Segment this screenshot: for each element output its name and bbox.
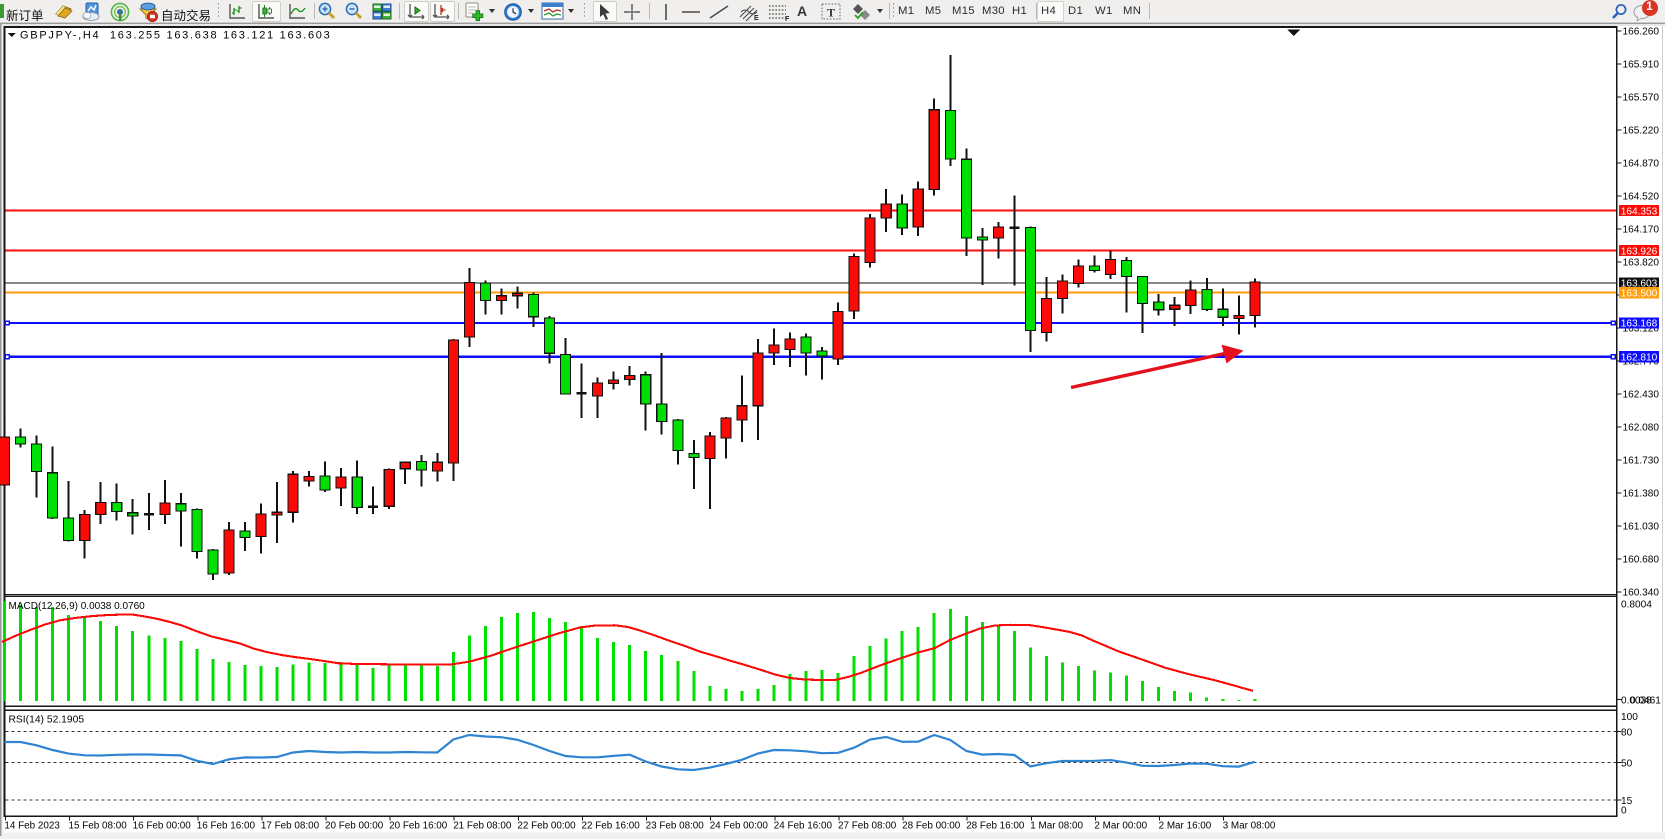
svg-text:2 Mar 00:00: 2 Mar 00:00 bbox=[1094, 821, 1147, 832]
svg-text:14 Feb 2023: 14 Feb 2023 bbox=[4, 821, 60, 832]
svg-text:100: 100 bbox=[1621, 712, 1638, 723]
svg-text:17 Feb 08:00: 17 Feb 08:00 bbox=[261, 821, 320, 832]
svg-text:RSI(14) 52.1905: RSI(14) 52.1905 bbox=[9, 715, 85, 726]
svg-text:E: E bbox=[754, 15, 759, 22]
svg-text:16 Feb 16:00: 16 Feb 16:00 bbox=[197, 821, 256, 832]
svg-text:3 Mar 08:00: 3 Mar 08:00 bbox=[1223, 821, 1276, 832]
svg-text:163.926: 163.926 bbox=[1621, 246, 1658, 257]
svg-text:163.603: 163.603 bbox=[1621, 279, 1658, 290]
svg-text:165.570: 165.570 bbox=[1623, 93, 1660, 104]
svg-text:F: F bbox=[785, 16, 790, 22]
svg-text:161.030: 161.030 bbox=[1623, 522, 1660, 533]
svg-text:162.080: 162.080 bbox=[1623, 423, 1660, 434]
svg-text:T: T bbox=[827, 6, 835, 20]
svg-text:80: 80 bbox=[1621, 727, 1633, 738]
svg-text:162.810: 162.810 bbox=[1621, 353, 1658, 364]
svg-text:1 Mar 08:00: 1 Mar 08:00 bbox=[1030, 821, 1083, 832]
svg-text:164.170: 164.170 bbox=[1623, 225, 1660, 236]
svg-text:166.260: 166.260 bbox=[1623, 27, 1660, 38]
svg-text:28 Feb 16:00: 28 Feb 16:00 bbox=[966, 821, 1025, 832]
svg-text:20 Feb 16:00: 20 Feb 16:00 bbox=[389, 821, 448, 832]
svg-text:160.680: 160.680 bbox=[1623, 555, 1660, 566]
svg-text:161.730: 161.730 bbox=[1623, 456, 1660, 467]
svg-text:28 Feb 00:00: 28 Feb 00:00 bbox=[902, 821, 961, 832]
svg-text:20 Feb 00:00: 20 Feb 00:00 bbox=[325, 821, 384, 832]
svg-text:164.520: 164.520 bbox=[1623, 192, 1660, 203]
svg-text:165.220: 165.220 bbox=[1623, 126, 1660, 137]
svg-text:21 Feb 08:00: 21 Feb 08:00 bbox=[453, 821, 512, 832]
svg-text:163.168: 163.168 bbox=[1621, 319, 1658, 330]
svg-text:0.0461: 0.0461 bbox=[1630, 696, 1661, 707]
svg-text:22 Feb 00:00: 22 Feb 00:00 bbox=[517, 821, 576, 832]
svg-text:15 Feb 08:00: 15 Feb 08:00 bbox=[69, 821, 128, 832]
svg-text:24 Feb 16:00: 24 Feb 16:00 bbox=[774, 821, 833, 832]
svg-text:163.820: 163.820 bbox=[1623, 258, 1660, 269]
svg-text:2 Mar 16:00: 2 Mar 16:00 bbox=[1159, 821, 1212, 832]
svg-text:MACD(12,26,9) 0.0038 0.0760: MACD(12,26,9) 0.0038 0.0760 bbox=[9, 601, 146, 612]
svg-text:16 Feb 00:00: 16 Feb 00:00 bbox=[133, 821, 192, 832]
svg-text:164.353: 164.353 bbox=[1621, 206, 1658, 217]
svg-text:23 Feb 08:00: 23 Feb 08:00 bbox=[646, 821, 705, 832]
svg-text:GBPJPY-,H4 163.255 163.638 16: GBPJPY-,H4 163.255 163.638 163.121 163.6… bbox=[20, 30, 331, 42]
svg-text:27 Feb 08:00: 27 Feb 08:00 bbox=[838, 821, 897, 832]
svg-text:24 Feb 00:00: 24 Feb 00:00 bbox=[710, 821, 769, 832]
svg-text:160.340: 160.340 bbox=[1623, 588, 1660, 599]
svg-text:165.910: 165.910 bbox=[1623, 60, 1660, 71]
svg-text:50: 50 bbox=[1621, 758, 1633, 769]
svg-text:0: 0 bbox=[1621, 805, 1627, 816]
svg-text:163.120: 163.120 bbox=[1623, 324, 1660, 335]
svg-text:161.380: 161.380 bbox=[1623, 489, 1660, 500]
svg-text:162.430: 162.430 bbox=[1623, 390, 1660, 401]
svg-text:22 Feb 16:00: 22 Feb 16:00 bbox=[582, 821, 641, 832]
svg-text:0.8004: 0.8004 bbox=[1621, 600, 1652, 611]
svg-text:164.870: 164.870 bbox=[1623, 159, 1660, 170]
svg-text:163.500: 163.500 bbox=[1621, 289, 1658, 300]
svg-text:0.0038: 0.0038 bbox=[1621, 696, 1652, 707]
svg-text:15: 15 bbox=[1621, 796, 1633, 807]
